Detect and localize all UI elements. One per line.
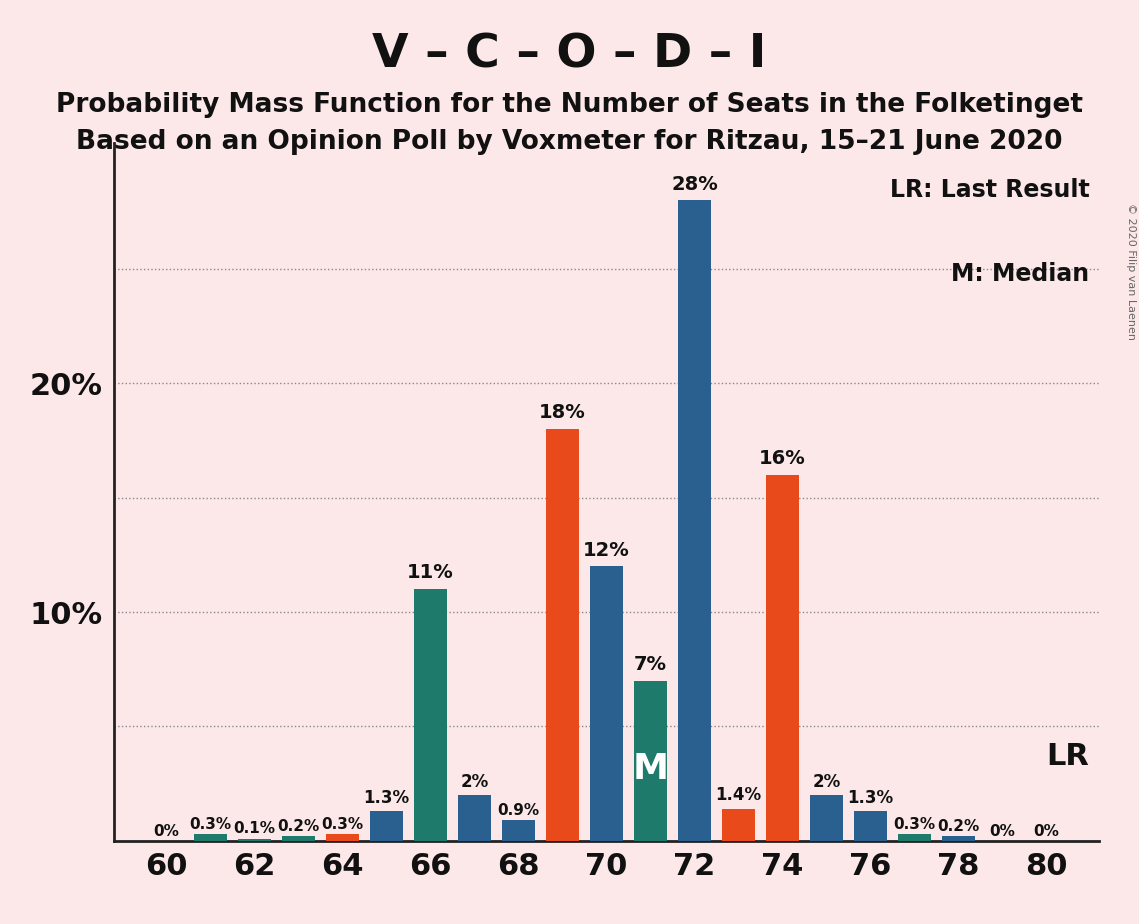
Bar — [546, 429, 579, 841]
Text: LR: Last Result: LR: Last Result — [890, 178, 1089, 202]
Text: 1.4%: 1.4% — [715, 786, 762, 804]
Text: 0.3%: 0.3% — [321, 817, 363, 832]
Text: © 2020 Filip van Laenen: © 2020 Filip van Laenen — [1126, 203, 1136, 340]
Text: 28%: 28% — [671, 175, 718, 193]
Text: M: Median: M: Median — [951, 261, 1089, 286]
Bar — [502, 821, 535, 841]
Text: 1.3%: 1.3% — [847, 788, 893, 807]
Bar — [765, 475, 798, 841]
Bar — [415, 590, 448, 841]
Text: 1.3%: 1.3% — [363, 788, 410, 807]
Text: 0.3%: 0.3% — [189, 817, 231, 832]
Bar — [942, 836, 975, 841]
Bar — [722, 808, 755, 841]
Text: V – C – O – D – I: V – C – O – D – I — [372, 32, 767, 78]
Text: 16%: 16% — [759, 449, 805, 468]
Text: 0%: 0% — [154, 823, 180, 839]
Text: M: M — [632, 752, 669, 785]
Text: 0%: 0% — [990, 823, 1015, 839]
Bar — [238, 839, 271, 841]
Text: 7%: 7% — [634, 655, 667, 674]
Bar — [810, 795, 843, 841]
Text: 0.3%: 0.3% — [893, 817, 935, 832]
Text: 0.9%: 0.9% — [498, 803, 540, 818]
Text: 18%: 18% — [539, 403, 585, 422]
Bar — [282, 836, 316, 841]
Text: Probability Mass Function for the Number of Seats in the Folketinget: Probability Mass Function for the Number… — [56, 92, 1083, 118]
Bar — [326, 834, 359, 841]
Bar — [370, 811, 403, 841]
Text: 12%: 12% — [583, 541, 630, 560]
Text: 2%: 2% — [812, 772, 841, 791]
Text: 0%: 0% — [1033, 823, 1059, 839]
Bar — [458, 795, 491, 841]
Text: 2%: 2% — [460, 772, 489, 791]
Text: Based on an Opinion Poll by Voxmeter for Ritzau, 15–21 June 2020: Based on an Opinion Poll by Voxmeter for… — [76, 129, 1063, 155]
Bar — [854, 811, 887, 841]
Text: 11%: 11% — [408, 564, 454, 582]
Text: LR: LR — [1047, 742, 1089, 771]
Bar — [898, 834, 931, 841]
Text: 0.2%: 0.2% — [937, 819, 980, 834]
Bar — [590, 566, 623, 841]
Text: 0.1%: 0.1% — [233, 821, 276, 836]
Bar — [678, 201, 711, 841]
Text: 0.2%: 0.2% — [278, 819, 320, 834]
Bar — [194, 834, 227, 841]
Bar — [634, 681, 667, 841]
